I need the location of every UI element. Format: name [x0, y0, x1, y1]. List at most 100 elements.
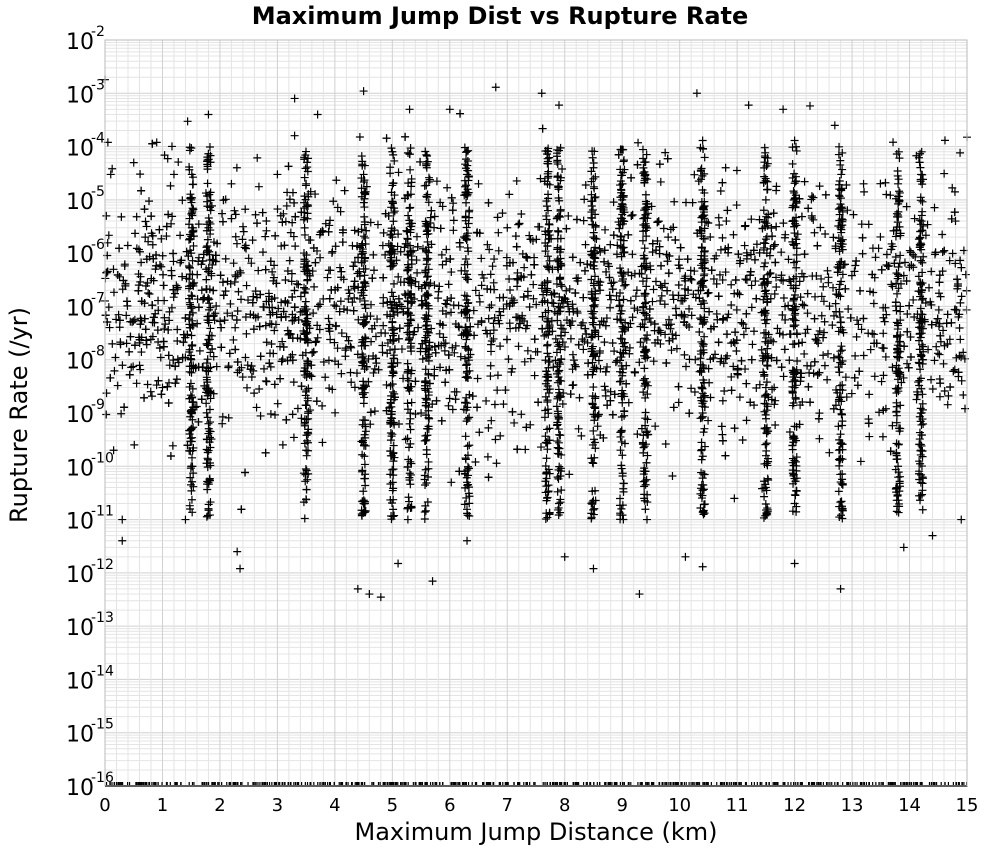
data-point [779, 372, 788, 381]
data-point [255, 384, 264, 393]
data-point [491, 83, 500, 92]
data-point [241, 205, 250, 214]
data-point [225, 349, 234, 358]
data-point [406, 279, 415, 288]
data-point [561, 295, 570, 304]
data-point [936, 331, 945, 340]
data-point [462, 236, 471, 245]
data-point [189, 227, 198, 236]
data-point [434, 287, 443, 296]
data-point [274, 304, 283, 313]
data-point [291, 313, 300, 322]
data-point [886, 191, 895, 200]
data-point [788, 159, 797, 168]
data-point [894, 424, 903, 433]
data-point [543, 349, 552, 358]
data-point [664, 269, 673, 278]
data-point [405, 204, 414, 213]
data-point [382, 406, 391, 415]
data-point [716, 187, 725, 196]
data-point [639, 443, 648, 452]
data-point [628, 250, 637, 259]
data-point [676, 243, 685, 252]
data-point [174, 358, 183, 367]
data-point [869, 288, 878, 297]
data-point [389, 359, 398, 368]
data-point [337, 369, 346, 378]
data-point [421, 398, 430, 407]
data-point [424, 369, 433, 378]
data-point [285, 256, 294, 265]
data-point [460, 260, 469, 269]
data-point [556, 234, 565, 243]
data-point [654, 217, 663, 226]
data-point [440, 339, 449, 348]
data-point [231, 323, 240, 332]
data-point [399, 307, 408, 316]
data-point [178, 196, 187, 205]
data-point [281, 217, 290, 226]
data-point [554, 227, 563, 236]
data-point [655, 160, 664, 169]
data-point [353, 584, 362, 593]
data-point [482, 396, 491, 405]
data-point [588, 206, 597, 215]
data-point [721, 354, 730, 363]
data-point [125, 347, 134, 356]
data-point [590, 363, 599, 372]
data-point [134, 286, 143, 295]
data-point [570, 360, 579, 369]
data-point [594, 356, 603, 365]
data-point [188, 308, 197, 317]
data-point [344, 285, 353, 294]
data-point [217, 343, 226, 352]
data-point [203, 312, 212, 321]
data-point [327, 249, 336, 258]
data-point [439, 333, 448, 342]
data-point [769, 209, 778, 218]
data-point [424, 328, 433, 337]
data-point [857, 220, 866, 229]
data-point [699, 375, 708, 384]
data-point [541, 461, 550, 470]
data-point [389, 279, 398, 288]
data-point [254, 312, 263, 321]
data-point [483, 329, 492, 338]
data-point [406, 228, 415, 237]
data-point [460, 291, 469, 300]
data-point [765, 269, 774, 278]
data-point [587, 213, 596, 222]
data-point [799, 272, 808, 281]
data-point [649, 357, 658, 366]
data-point [628, 210, 637, 219]
data-point [718, 233, 727, 242]
data-point [230, 277, 239, 286]
data-point [870, 330, 879, 339]
data-point [440, 346, 449, 355]
data-point [178, 353, 187, 362]
data-point [762, 249, 771, 258]
data-point [916, 409, 925, 418]
data-point [265, 359, 274, 368]
data-point [358, 450, 367, 459]
data-point [261, 448, 270, 457]
data-point [166, 181, 175, 190]
data-point [389, 292, 398, 301]
data-point [312, 337, 321, 346]
data-point [189, 361, 198, 370]
data-point [278, 337, 287, 346]
data-point [206, 324, 215, 333]
data-point [698, 486, 707, 495]
data-point [145, 290, 154, 299]
data-point [919, 419, 928, 428]
data-point [106, 373, 115, 382]
data-point [792, 263, 801, 272]
data-point [643, 224, 652, 233]
data-point [566, 390, 575, 399]
data-point [918, 399, 927, 408]
data-point [387, 144, 396, 153]
data-point [304, 384, 313, 393]
data-point [137, 258, 146, 267]
data-point [744, 101, 753, 110]
data-point [656, 339, 665, 348]
